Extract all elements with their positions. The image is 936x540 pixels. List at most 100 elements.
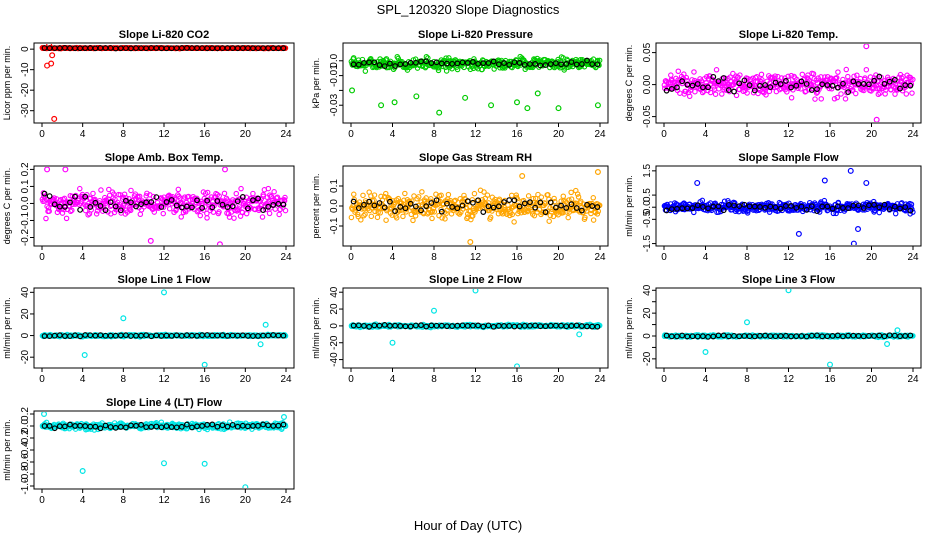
outlier-point <box>81 352 88 359</box>
plot-frame <box>33 287 295 369</box>
y-axis-label: kPa per min. <box>311 58 321 109</box>
data-point <box>810 82 816 88</box>
hourly-point <box>558 61 564 68</box>
points <box>348 289 603 367</box>
data-point <box>892 210 899 217</box>
data-point <box>828 86 835 92</box>
data-point <box>282 45 289 51</box>
data-point <box>712 91 719 97</box>
hourly-point <box>67 421 73 428</box>
data-point <box>393 215 400 221</box>
data-point <box>713 67 720 73</box>
y-tick-label: 0 <box>329 323 340 329</box>
hourly-point <box>553 60 559 67</box>
data-point <box>383 217 389 223</box>
data-point <box>778 75 785 81</box>
data-point <box>772 73 778 79</box>
data-point <box>106 186 112 193</box>
data-point <box>410 217 416 224</box>
data-point <box>842 96 849 102</box>
figure-title: SPL_120320 Slope Diagnostics <box>377 2 560 17</box>
hourly-point <box>891 76 898 83</box>
y-axis-label: percent per min. <box>311 173 321 238</box>
data-point <box>551 195 557 202</box>
x-tick-label: 0 <box>39 252 45 263</box>
y-tick-label: -30 <box>20 103 31 118</box>
outlier-point <box>488 102 495 109</box>
hourly-point <box>511 59 518 66</box>
hourly-point <box>589 203 596 209</box>
hourly-point <box>814 208 820 215</box>
hourly-point <box>454 60 461 67</box>
outlier-point <box>827 361 833 367</box>
hourly-point <box>280 45 287 52</box>
hourly-point <box>122 332 129 339</box>
hourly-point <box>485 60 492 66</box>
x-tick-label: 4 <box>80 129 86 140</box>
data-point <box>568 189 574 196</box>
data-point <box>282 194 288 201</box>
hourly-point <box>521 61 528 68</box>
outlier-point <box>694 179 701 186</box>
data-point <box>238 185 244 192</box>
hourly-point <box>689 82 696 89</box>
x-tick-label: 8 <box>121 129 127 140</box>
hourly-point <box>542 323 549 330</box>
y-tick-label: 0.0 <box>20 196 31 210</box>
hourly-point <box>51 201 58 208</box>
data-point <box>368 193 374 199</box>
hourly-point <box>694 333 701 340</box>
x-tick-label: 0 <box>661 252 667 263</box>
data-point <box>368 213 375 220</box>
y-tick-label: -0.1 <box>329 217 340 235</box>
data-point <box>509 211 516 218</box>
data-point <box>419 189 425 195</box>
data-point <box>166 205 173 212</box>
data-point <box>120 194 126 200</box>
hourly-point <box>762 204 769 211</box>
data-point <box>175 186 182 193</box>
outlier-point <box>62 167 69 173</box>
hourly-point <box>355 322 362 329</box>
data-point <box>356 199 363 205</box>
points <box>39 289 289 367</box>
data-point <box>402 190 408 197</box>
hourly-point <box>495 61 502 68</box>
outlier-point <box>257 341 264 348</box>
hourly-point <box>736 203 743 210</box>
y-tick-label: -0.1 <box>20 211 31 229</box>
data-point <box>508 192 515 199</box>
y-tick-label: 0.0 <box>642 200 653 214</box>
hourly-point <box>449 323 456 329</box>
hourly-point <box>244 205 251 212</box>
data-point <box>758 71 765 78</box>
data-point <box>822 74 828 80</box>
data-point <box>788 72 795 79</box>
hourly-point <box>777 81 784 87</box>
data-point <box>464 211 471 217</box>
hourly-point <box>280 332 287 339</box>
data-point <box>126 206 133 213</box>
x-tick-label: 12 <box>158 495 170 506</box>
hourly-point <box>731 202 737 209</box>
data-point <box>903 91 910 97</box>
panel-title: Slope Li-820 Temp. <box>739 29 838 41</box>
data-point <box>546 218 552 224</box>
data-point <box>692 88 698 95</box>
y-tick-label: 0.2 <box>20 162 31 176</box>
outlier-point <box>44 167 51 173</box>
hourly-point <box>814 332 820 339</box>
hourly-point <box>112 424 119 431</box>
hourly-point <box>61 203 68 210</box>
hourly-point <box>454 205 461 212</box>
x-tick-label: 20 <box>240 495 252 506</box>
outlier-point <box>120 315 127 322</box>
data-point <box>861 87 867 94</box>
hourly-point <box>107 199 114 206</box>
outlier-point <box>795 230 802 237</box>
hourly-point <box>260 207 267 213</box>
hourly-point <box>265 203 272 210</box>
